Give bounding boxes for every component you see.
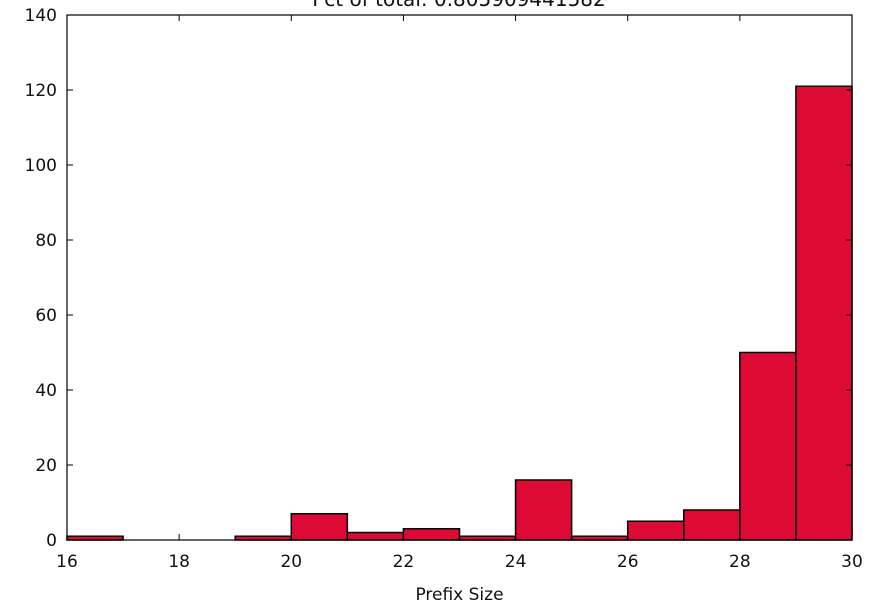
histogram-bar-11 <box>683 509 741 541</box>
histogram-bar-8 <box>514 479 573 541</box>
histogram-bar-4 <box>290 513 349 541</box>
histogram-bars <box>66 85 853 541</box>
histogram-bar-13 <box>795 85 853 541</box>
histogram-bar-12 <box>739 351 797 541</box>
x-tick-label-7: 30 <box>841 552 863 572</box>
x-tick-label-5: 26 <box>617 552 639 572</box>
x-tick-label-2: 20 <box>280 552 302 572</box>
y-tick-label-2: 40 <box>35 381 57 401</box>
x-axis-label: Prefix Size <box>415 585 503 605</box>
y-tick-label-3: 60 <box>35 306 57 326</box>
x-tick-label-0: 16 <box>56 552 78 572</box>
x-tick-label-4: 24 <box>505 552 527 572</box>
chart-title: Pct of total: 0.805909441582 <box>312 0 606 11</box>
axis-ticks: 16 18 20 22 24 26 28 30 0 20 40 60 80 100 120 140 <box>25 6 863 572</box>
x-tick-label-6: 28 <box>729 552 751 572</box>
y-tick-label-6: 120 <box>25 81 57 101</box>
x-tick-label-1: 18 <box>168 552 190 572</box>
y-tick-label-7: 140 <box>25 6 57 26</box>
histogram-bar-6 <box>402 528 461 541</box>
y-tick-label-5: 100 <box>25 156 57 176</box>
histogram-bar-10 <box>626 520 685 541</box>
y-tick-label-4: 80 <box>35 231 57 251</box>
y-tick-label-1: 20 <box>35 456 57 476</box>
y-tick-label-0: 0 <box>46 531 57 551</box>
x-tick-label-3: 22 <box>393 552 415 572</box>
plot-frame <box>66 14 853 541</box>
histogram-bar-5 <box>346 531 405 541</box>
